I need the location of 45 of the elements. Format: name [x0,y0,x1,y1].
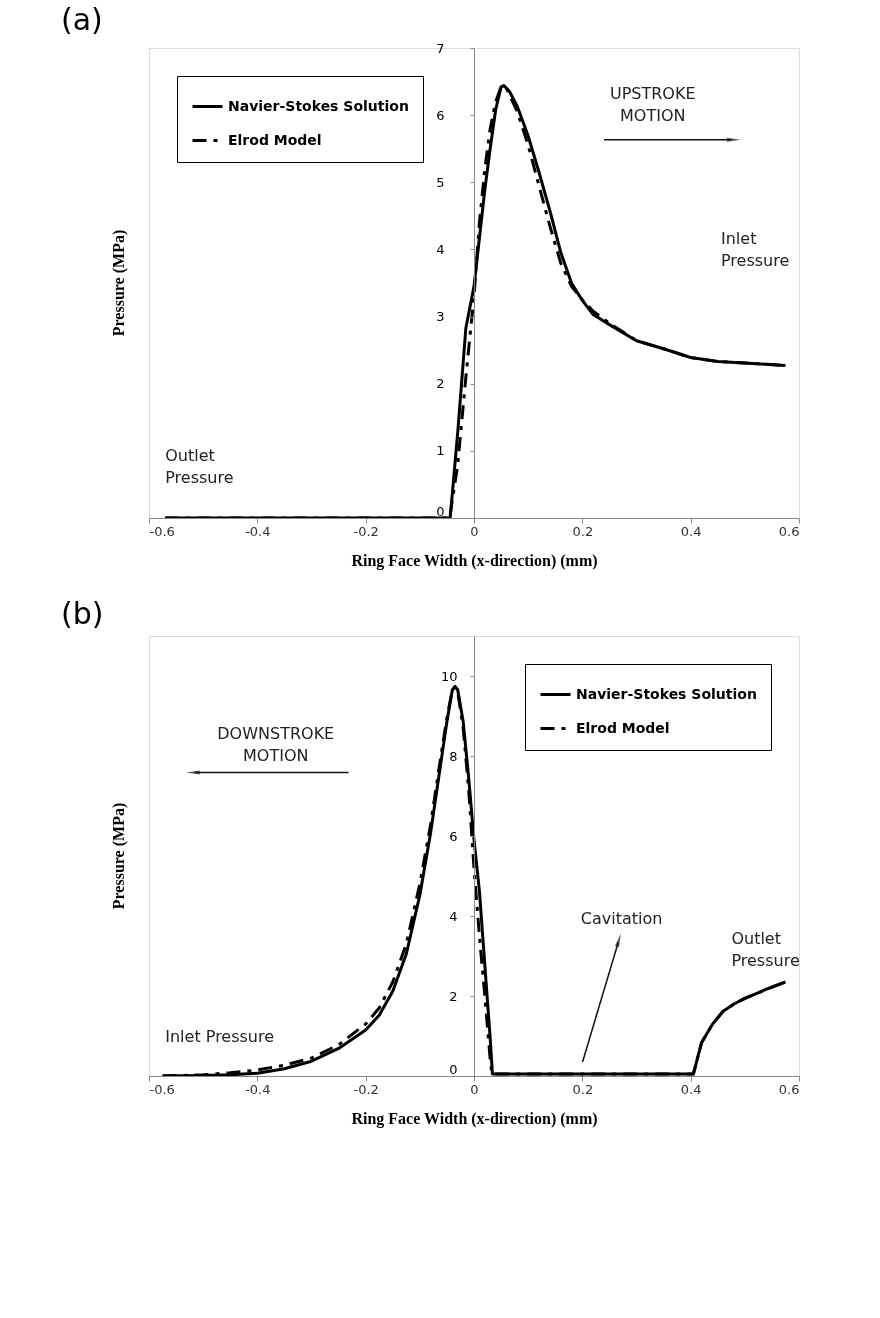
x-tick-label: -0.6 [149,523,175,539]
y-tick-label: 2 [436,376,445,392]
y-tick-label: 4 [436,241,445,257]
y-tick-label: 6 [436,107,445,123]
x-tick-label: -0.2 [353,1081,379,1097]
legend-label: Elrod Model [228,131,322,148]
y-tick-label: 0 [436,503,445,519]
x-tick-label: 0.2 [572,523,594,539]
annotation: Outlet Pressure [165,445,234,487]
y-tick-label: 3 [436,309,445,325]
y-tick-label: 1 [436,443,445,459]
y-axis-title: Pressure (MPa) [110,229,128,337]
annotation: DOWNSTROKE MOTION [217,724,335,766]
y-tick-label: 10 [440,668,458,684]
y-tick-label: 5 [436,174,445,190]
chart-title: (a) [61,2,103,37]
x-tick-label: 0.4 [680,523,702,539]
x-tick-label: -0.4 [245,523,271,539]
x-tick-label: -0.2 [353,523,379,539]
y-tick-label: 8 [449,748,458,764]
annotation: UPSTROKE MOTION [609,83,696,125]
x-tick-label: -0.6 [149,1081,175,1097]
x-tick-label: 0 [470,1081,479,1097]
y-tick-label: 0 [449,1061,458,1077]
y-tick-label: 4 [449,908,458,924]
y-tick-label: 6 [449,828,458,844]
legend-label: Navier-Stokes Solution [576,685,757,702]
annotation: Inlet Pressure [721,229,790,271]
y-axis-title: Pressure (MPa) [110,802,128,910]
y-tick-label: 2 [449,988,458,1004]
legend-label: Elrod Model [576,719,670,736]
y-tick-label: 7 [436,40,445,56]
x-tick-label: 0.4 [680,1081,702,1097]
x-tick-label: 0.6 [778,1081,800,1097]
x-tick-label: 0 [470,523,479,539]
annotation: Outlet Pressure [731,928,800,970]
annotation: Inlet Pressure [165,1027,275,1047]
x-axis-title: Ring Face Width (x-direction) (mm) [351,1109,598,1128]
x-tick-label: 0.2 [572,1081,594,1097]
annotation: Cavitation [580,909,663,929]
legend-label: Navier-Stokes Solution [228,97,409,114]
x-tick-label: 0.6 [778,523,800,539]
x-tick-label: -0.4 [245,1081,271,1097]
x-axis-title: Ring Face Width (x-direction) (mm) [351,551,598,570]
chart-title: (b) [61,596,104,631]
